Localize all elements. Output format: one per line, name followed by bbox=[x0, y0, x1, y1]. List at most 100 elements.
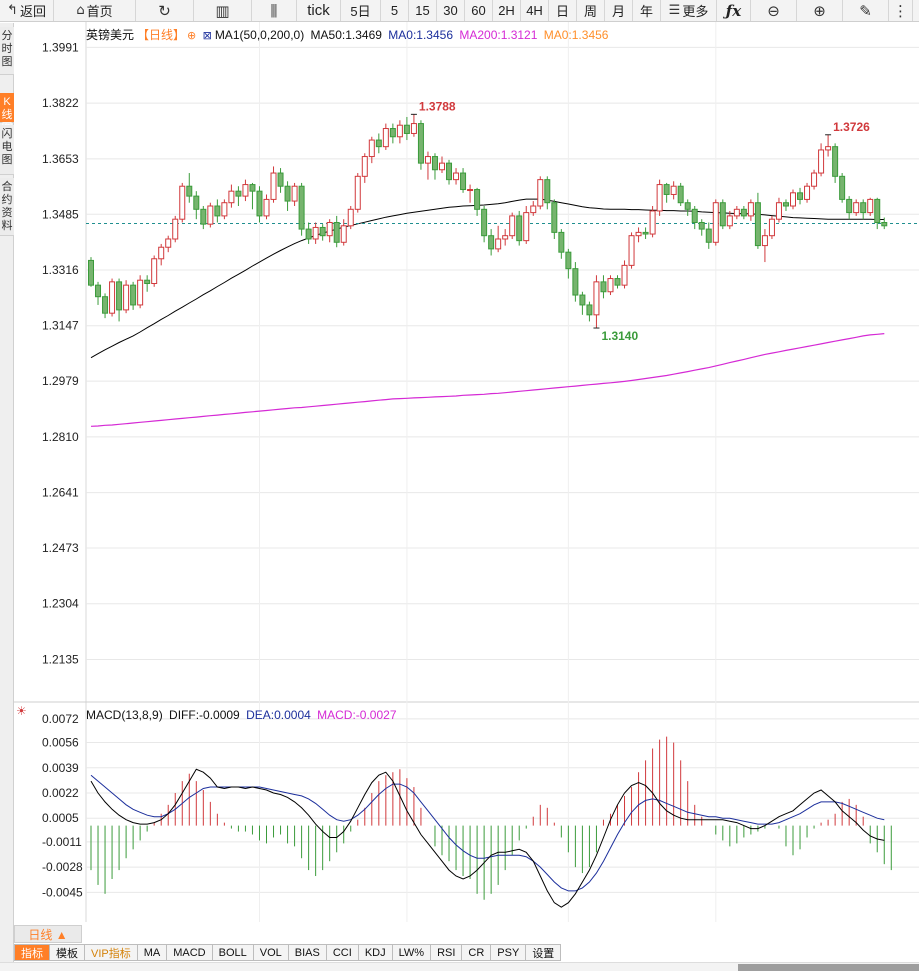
ind-tab-template[interactable]: 模板 bbox=[50, 944, 85, 961]
candle-body bbox=[88, 259, 94, 286]
ind-tab-indicators[interactable]: 指标 bbox=[14, 944, 50, 961]
ind-tab-psy[interactable]: PSY bbox=[491, 944, 527, 961]
formula-button[interactable]: ƒx bbox=[717, 0, 751, 21]
period-60-label: 60 bbox=[471, 3, 486, 18]
five-day-button[interactable]: 5日 bbox=[341, 0, 381, 21]
settings-icon[interactable]: ⊕ bbox=[187, 29, 197, 42]
candle bbox=[572, 262, 579, 302]
scrollbar-thumb[interactable] bbox=[738, 964, 919, 971]
candle-body bbox=[712, 202, 719, 243]
legend-period[interactable]: 【日线】 bbox=[137, 28, 186, 42]
macd-y-tick-label: 0.0056 bbox=[42, 736, 79, 750]
candle bbox=[460, 168, 467, 193]
chart-type-button[interactable]: ▥ bbox=[194, 0, 252, 21]
month-button[interactable]: 月 bbox=[605, 0, 633, 21]
candle-body bbox=[684, 202, 691, 210]
candle-body bbox=[109, 281, 116, 314]
bar-chart-icon: ▥ bbox=[215, 1, 230, 20]
home-label: 首页 bbox=[86, 4, 113, 19]
period-15-button[interactable]: 15 bbox=[409, 0, 437, 21]
ind-tab-cr[interactable]: CR bbox=[462, 944, 492, 961]
legend-ma50: MA50:1.3469 bbox=[310, 28, 382, 42]
candle-body bbox=[839, 175, 846, 200]
candle-type-button[interactable]: ⫼ bbox=[252, 0, 297, 21]
candle bbox=[677, 182, 684, 207]
candle-body bbox=[502, 235, 509, 240]
candle bbox=[747, 199, 754, 221]
draw-button[interactable]: ✎ bbox=[843, 0, 889, 21]
ind-tab-rsi[interactable]: RSI bbox=[431, 944, 463, 961]
refresh-button[interactable]: ↻ bbox=[136, 0, 194, 21]
candle-body bbox=[424, 156, 431, 164]
candle bbox=[684, 199, 691, 216]
candle-body bbox=[488, 235, 495, 250]
period-4h-button[interactable]: 4H bbox=[521, 0, 549, 21]
period-2h-button[interactable]: 2H bbox=[493, 0, 521, 21]
candle bbox=[151, 255, 158, 287]
macd-legend-macd: MACD:-0.0027 bbox=[317, 708, 397, 722]
candle-body bbox=[284, 185, 291, 202]
ind-tab-vip[interactable]: VIP指标 bbox=[85, 944, 138, 961]
candle-body bbox=[270, 172, 277, 200]
macd-settings-icon[interactable]: ☀ bbox=[16, 704, 27, 718]
candle bbox=[123, 280, 130, 314]
zoom-in-button[interactable]: ⊕ bbox=[797, 0, 843, 21]
candle-body bbox=[382, 128, 389, 148]
candle-body bbox=[804, 185, 811, 200]
ind-tab-bias[interactable]: BIAS bbox=[288, 944, 327, 961]
back-button[interactable]: ↰ 返回 bbox=[0, 0, 54, 21]
candle bbox=[579, 291, 586, 315]
candle-body bbox=[790, 192, 796, 207]
candle bbox=[144, 275, 151, 292]
home-button[interactable]: ⌂ 首页 bbox=[54, 0, 136, 21]
ind-tab-macd[interactable]: MACD bbox=[167, 944, 213, 961]
ind-tab-kdj[interactable]: KDJ bbox=[358, 944, 393, 961]
side-tabs: 分时图 K线图闪电图合约资料 bbox=[0, 23, 14, 963]
zoom-out-button[interactable]: ⊖ bbox=[751, 0, 797, 21]
side-tab-contract[interactable]: 合约资料 bbox=[0, 178, 14, 236]
chart-area[interactable]: 1.3991 1.3822 1.3653 1.3485 1.3316 1.3147 1.29… bbox=[14, 22, 919, 924]
tick-button[interactable]: tick bbox=[297, 0, 341, 21]
candle bbox=[832, 143, 839, 183]
period-5-button[interactable]: 5 bbox=[381, 0, 409, 21]
candle bbox=[453, 168, 460, 185]
horizontal-scrollbar[interactable] bbox=[0, 962, 919, 971]
candle-body bbox=[593, 281, 600, 316]
candle-body bbox=[818, 149, 825, 174]
year-button[interactable]: 年 bbox=[633, 0, 661, 21]
candle-body bbox=[144, 279, 151, 285]
more-vert-button[interactable]: ⋮ bbox=[889, 0, 913, 21]
candle-body bbox=[642, 231, 649, 235]
candle-body bbox=[439, 162, 445, 171]
ind-tab-vol[interactable]: VOL bbox=[253, 944, 289, 961]
candle-body bbox=[509, 215, 516, 237]
ind-tab-lw[interactable]: LW% bbox=[392, 944, 432, 961]
macd-y-tick-label: -0.0011 bbox=[42, 835, 82, 849]
more-button[interactable]: ☰ 更多 bbox=[661, 0, 717, 21]
candle-body bbox=[761, 235, 768, 247]
candle-body bbox=[621, 264, 628, 286]
side-tab-intraday[interactable]: 分时图 bbox=[0, 27, 14, 75]
ind-tab-boll[interactable]: BOLL bbox=[212, 944, 254, 961]
ind-tab-ma[interactable]: MA bbox=[137, 944, 168, 961]
ind-tab-cci[interactable]: CCI bbox=[326, 944, 359, 961]
candle bbox=[670, 181, 677, 200]
period-30-button[interactable]: 30 bbox=[437, 0, 465, 21]
candle bbox=[158, 243, 165, 266]
day-button[interactable]: 日 bbox=[549, 0, 577, 21]
period-60-button[interactable]: 60 bbox=[465, 0, 493, 21]
ind-tab-settings[interactable]: 设置 bbox=[526, 944, 562, 961]
candlestick-icon: ⫼ bbox=[270, 1, 278, 20]
side-tab-flash[interactable]: 闪电图 bbox=[0, 125, 14, 175]
candle-body bbox=[417, 123, 424, 164]
period-select-button[interactable]: 日线 ▲ bbox=[14, 925, 82, 943]
candle-body bbox=[600, 281, 607, 293]
candle-body bbox=[811, 172, 818, 187]
zoom-in-icon: ⊕ bbox=[813, 1, 826, 20]
candle-body bbox=[298, 185, 305, 230]
candle-body bbox=[235, 190, 242, 197]
macd-legend-diff: DIFF:-0.0009 bbox=[169, 708, 240, 722]
candle bbox=[523, 206, 530, 244]
week-button[interactable]: 周 bbox=[577, 0, 605, 21]
side-tab-kline[interactable]: K线图 bbox=[0, 93, 14, 134]
